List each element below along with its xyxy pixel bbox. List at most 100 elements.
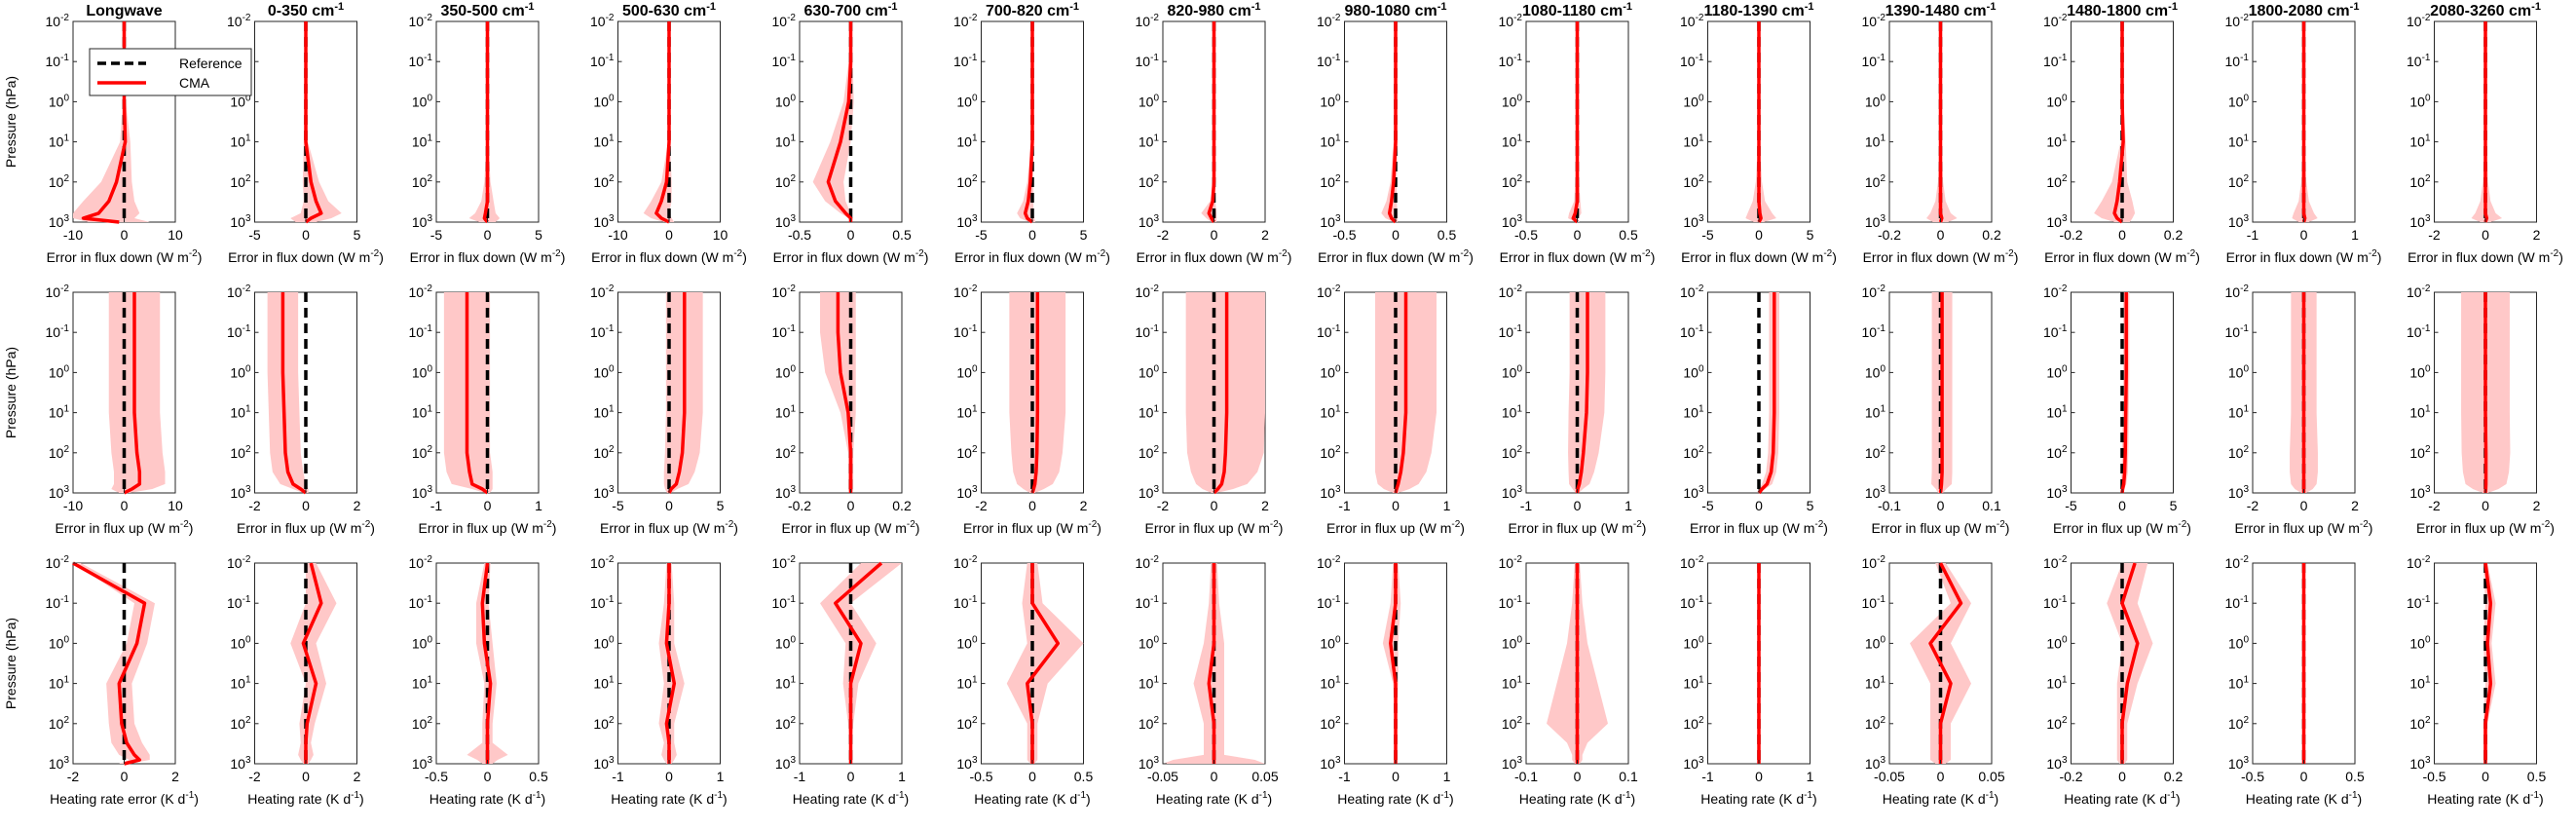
y-tick-label: 101 [593, 404, 615, 421]
cma-line [304, 21, 323, 224]
x-tick-label: 5 [535, 227, 542, 243]
x-axis-label: Heating rate (K d-1) [1883, 790, 1998, 807]
x-tick-label: -1 [2247, 227, 2259, 243]
y-tick-label: 100 [1502, 93, 1523, 109]
column-title: 1180-1390 cm-1 [1704, 1, 1814, 19]
x-tick-label: 0 [121, 769, 129, 784]
y-tick-label: 102 [1683, 173, 1704, 190]
y-tick-label: 102 [49, 715, 70, 732]
x-tick-label: 0 [121, 227, 129, 243]
x-tick-label: 0 [1392, 498, 1400, 513]
cma-line [1938, 292, 1944, 494]
cma-line [1757, 292, 1776, 495]
x-axis-label: Error in flux up (W m-2) [237, 519, 375, 536]
y-tick-label: 102 [2409, 173, 2431, 190]
spread-band [2094, 21, 2136, 222]
y-tick-label: 10-2 [2043, 283, 2068, 300]
x-tick-label: 0 [302, 227, 310, 243]
x-tick-label: 0 [2118, 769, 2126, 784]
y-tick-label: 100 [1139, 634, 1160, 651]
y-tick-label: 101 [593, 133, 615, 150]
x-tick-label: 0.05 [1251, 769, 1278, 784]
x-tick-label: 0 [665, 498, 673, 513]
y-tick-label: 101 [49, 404, 70, 421]
x-axis-label: Heating rate (K d-1) [974, 790, 1090, 807]
x-tick-label: 0 [1937, 498, 1945, 513]
y-tick-label: 10-2 [2407, 13, 2431, 29]
cma-line [2483, 21, 2489, 223]
x-tick-label: 0.5 [2527, 769, 2547, 784]
y-axis-label: Pressure (hPa) [3, 76, 19, 168]
y-tick-label: 10-2 [1499, 13, 1523, 29]
y-tick-label: 102 [1320, 444, 1341, 461]
y-tick-label: 100 [1683, 634, 1704, 651]
x-tick-label: 1 [1807, 769, 1814, 784]
y-tick-label: 100 [1865, 93, 1886, 109]
y-tick-label: 100 [593, 363, 615, 380]
x-tick-label: 0.5 [529, 769, 548, 784]
y-tick-label: 10-2 [953, 283, 978, 300]
cma-line [1026, 563, 1061, 764]
x-tick-label: 0 [2300, 227, 2308, 243]
y-tick-label: 10-1 [772, 323, 797, 340]
x-tick-label: 0 [1755, 769, 1763, 784]
y-tick-label: 101 [1683, 675, 1704, 692]
spread-band [812, 21, 854, 222]
y-tick-label: 10-2 [2225, 554, 2250, 571]
y-tick-label: 102 [956, 444, 978, 461]
y-tick-label: 10-1 [2043, 594, 2068, 611]
x-axis-label: Error in flux up (W m-2) [600, 519, 738, 536]
y-tick-label: 10-1 [227, 594, 251, 611]
cma-line [301, 562, 323, 764]
spread-band [290, 21, 342, 222]
legend: Reference CMA [89, 48, 252, 96]
y-tick-label: 10-1 [590, 594, 615, 611]
x-tick-label: 1 [717, 769, 725, 784]
x-tick-label: 0 [1028, 498, 1036, 513]
x-tick-label: 1 [535, 498, 542, 513]
spread-band [2107, 563, 2153, 764]
x-axis-label: Error in flux down (W m-2) [1500, 248, 1656, 265]
x-tick-label: -1 [1338, 498, 1351, 513]
y-tick-label: 101 [1502, 404, 1523, 421]
y-tick-label: 10-1 [1136, 53, 1160, 69]
y-tick-label: 101 [1139, 404, 1160, 421]
y-tick-label: 10-2 [772, 554, 797, 571]
column-title: 350-500 cm-1 [440, 1, 534, 19]
x-axis-label: Heating rate (K d-1) [429, 790, 545, 807]
x-tick-label: -2 [67, 769, 80, 784]
x-tick-label: 10 [168, 498, 183, 513]
cma-line [2120, 292, 2128, 494]
x-axis-label: Error in flux down (W m-2) [591, 248, 747, 265]
x-tick-label: -1 [612, 769, 624, 784]
y-tick-label: 101 [2409, 404, 2431, 421]
x-tick-label: 0 [484, 227, 492, 243]
x-tick-label: -0.5 [969, 769, 992, 784]
x-axis-label: Error in flux down (W m-2) [228, 248, 384, 265]
y-tick-label: 10-2 [2407, 554, 2431, 571]
y-tick-label: 10-2 [1499, 283, 1523, 300]
x-axis-label: Error in flux up (W m-2) [419, 519, 557, 536]
x-axis-label: Heating rate (K d-1) [793, 790, 909, 807]
x-axis-label: Error in flux up (W m-2) [1509, 519, 1647, 536]
cma-line [2301, 21, 2307, 223]
column-title: 820-980 cm-1 [1167, 1, 1260, 19]
x-tick-label: -0.5 [425, 769, 448, 784]
x-tick-label: 1 [1443, 498, 1451, 513]
x-tick-label: -0.2 [1878, 227, 1901, 243]
x-tick-label: 0.1 [1619, 769, 1638, 784]
y-tick-label: 10-2 [409, 13, 433, 29]
x-axis-label: Error in flux down (W m-2) [1863, 248, 2019, 265]
